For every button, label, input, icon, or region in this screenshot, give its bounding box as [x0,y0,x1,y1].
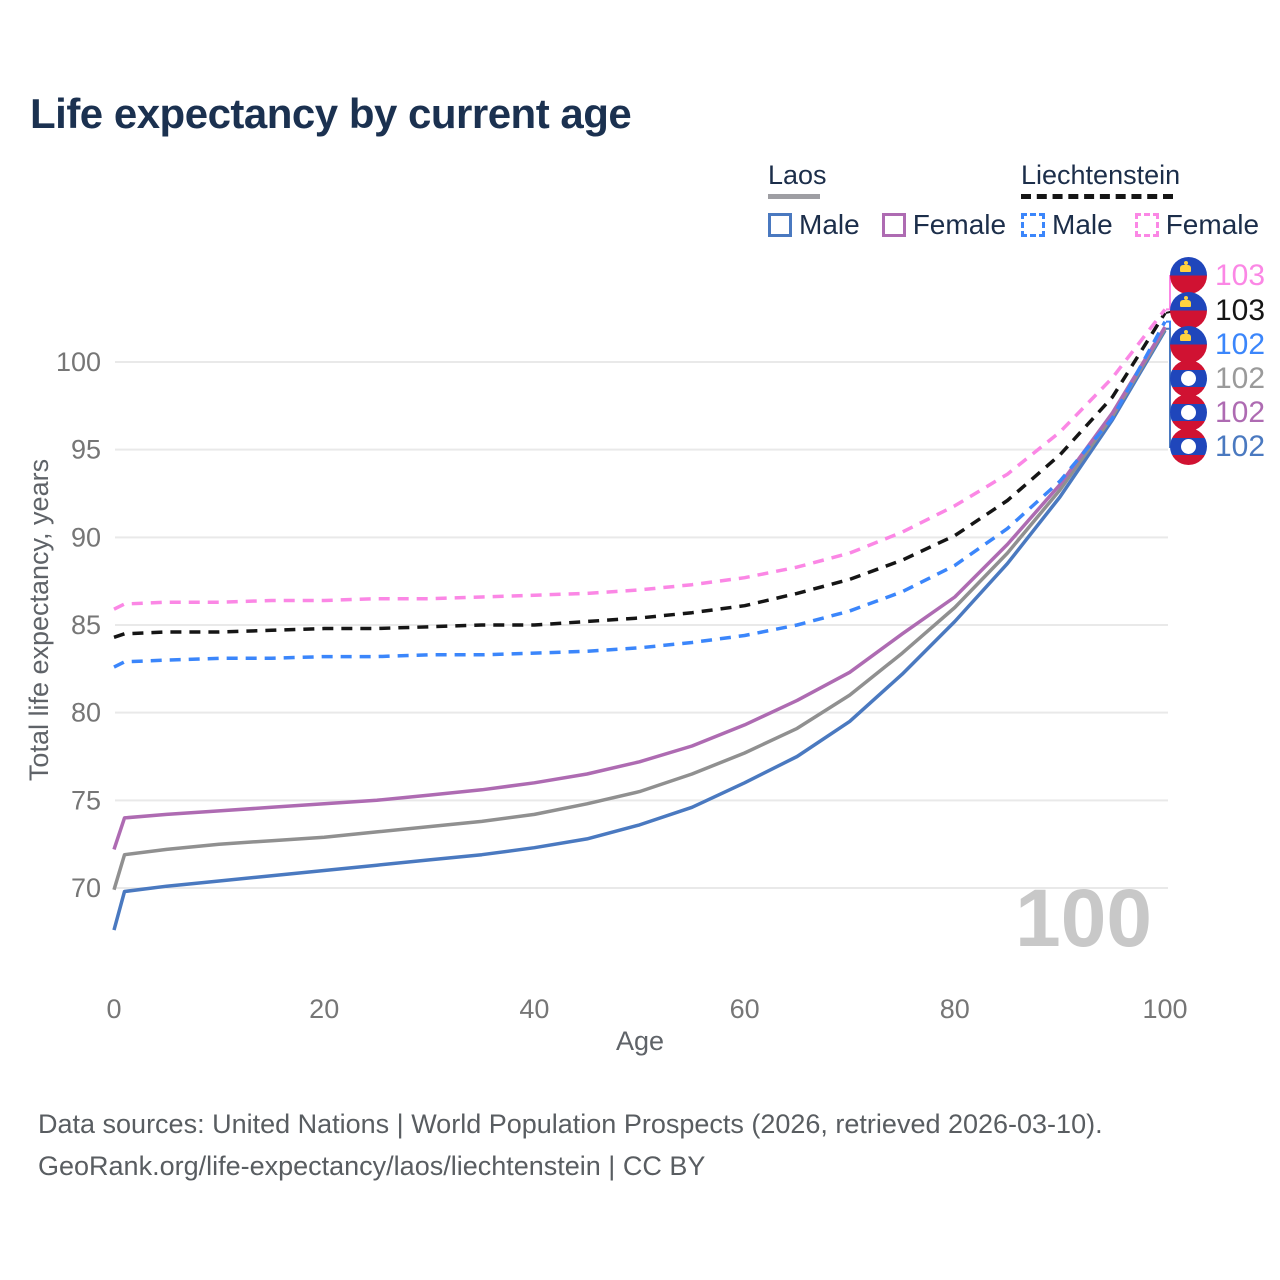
end-value: 102 [1215,361,1266,395]
svg-text:80: 80 [71,698,101,728]
end-label-liechtenstein-total: 103 [1170,292,1265,329]
svg-text:75: 75 [71,785,101,815]
svg-text:Total life expectancy, years: Total life expectancy, years [24,459,54,781]
svg-text:95: 95 [71,435,101,465]
liechtenstein-male-swatch [1021,213,1045,237]
svg-text:0: 0 [106,994,121,1024]
end-value: 103 [1215,293,1266,327]
legend-label: Female [912,209,1007,240]
end-value: 102 [1215,429,1266,463]
end-value: 103 [1215,258,1266,292]
svg-text:85: 85 [71,610,101,640]
svg-text:20: 20 [309,994,339,1024]
legend-label: Male [799,209,860,240]
legend-underline-laos [768,194,820,199]
legend-label: Male [1052,209,1113,240]
end-label-liechtenstein-female: 103 [1170,257,1265,294]
age-watermark: 100 [1015,873,1152,964]
laos-male-swatch [768,213,792,237]
legend-group-laos: Laos Male Female [768,160,1006,241]
svg-text:60: 60 [730,994,760,1024]
end-value: 102 [1215,395,1266,429]
liechtenstein-flag-icon [1170,326,1207,363]
footer-sources: Data sources: United Nations | World Pop… [38,1109,1103,1139]
end-label-liechtenstein-male: 102 [1170,326,1265,363]
legend-country-liechtenstein[interactable]: Liechtenstein [1021,160,1181,190]
legend-item-liechtenstein-female[interactable]: Female [1134,209,1260,241]
svg-text:40: 40 [519,994,549,1024]
legend-group-liechtenstein: Liechtenstein Male Female [1021,160,1259,241]
chart-title: Life expectancy by current age [30,90,632,137]
legend-country-laos[interactable]: Laos [768,160,827,190]
end-value: 102 [1215,327,1266,361]
laos-flag-icon [1170,394,1207,431]
footer-url: GeoRank.org/life-expectancy/laos/liechte… [38,1150,706,1181]
laos-female-swatch [881,213,906,237]
liechtenstein-flag-icon [1170,257,1207,294]
svg-text:80: 80 [940,994,970,1024]
laos-flag-icon [1170,360,1207,397]
end-label-laos-total: 102 [1170,360,1265,397]
end-label-laos-male: 102 [1170,428,1265,465]
legend-item-laos-female[interactable]: Female [881,209,1007,241]
liechtenstein-flag-icon [1170,292,1207,329]
svg-text:90: 90 [71,522,101,552]
legend-label: Female [1165,209,1260,240]
svg-text:100: 100 [56,347,101,377]
end-label-laos-female: 102 [1170,394,1265,431]
legend-item-liechtenstein-male[interactable]: Male [1021,209,1113,241]
legend-underline-liechtenstein [1021,194,1173,199]
footer: Data sources: United Nations | World Pop… [38,1104,1103,1188]
legend-item-laos-male[interactable]: Male [768,209,860,241]
liechtenstein-female-swatch [1134,213,1159,237]
svg-text:100: 100 [1142,994,1187,1024]
laos-flag-icon [1170,428,1207,465]
svg-text:Age: Age [616,1026,664,1056]
svg-text:70: 70 [71,873,101,903]
